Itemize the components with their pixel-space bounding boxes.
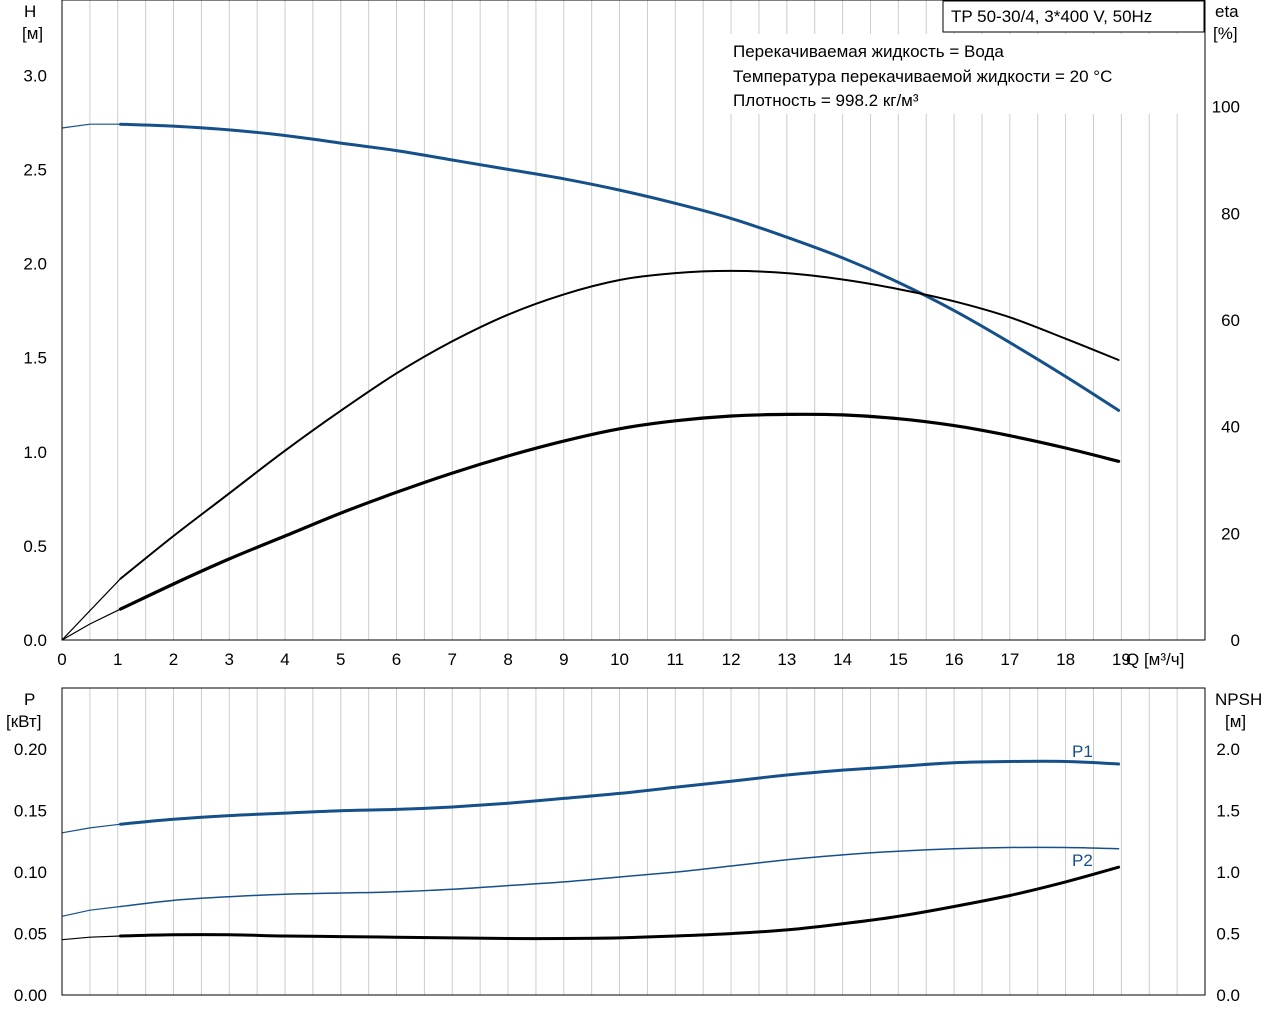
y-left-tick-label: 0.20 (14, 740, 47, 759)
info-line-temperature: Температура перекачиваемой жидкости = 20… (733, 67, 1112, 86)
bottom-right-axis-unit: [м] (1225, 712, 1246, 731)
y-right-tick-label: 20 (1221, 524, 1240, 543)
curve-p2 (119, 865, 1121, 941)
y-left-tick-label: 0.15 (14, 802, 47, 821)
top-right-axis-unit: [%] (1213, 24, 1238, 43)
y-left-tick-label: 3.0 (23, 66, 47, 85)
y-right-tick-label: 1.5 (1216, 802, 1240, 821)
x-axis-label: Q [м³/ч] (1126, 650, 1184, 669)
title-box-text: TP 50-30/4, 3*400 V, 50Hz (951, 7, 1152, 26)
y-right-tick-label: 0 (1231, 631, 1240, 650)
x-tick-label: 9 (559, 650, 568, 669)
title-box (942, 0, 1205, 33)
bottom-right-axis-symbol: NPSH (1215, 690, 1262, 709)
x-tick-label: 4 (280, 650, 289, 669)
y-right-tick-label: 80 (1221, 204, 1240, 223)
y-right-tick-label: 0.5 (1216, 925, 1240, 944)
curve-0-2 (118, 412, 1121, 611)
x-tick-label: 11 (666, 650, 684, 669)
top-right-axis-symbol: eta (1215, 2, 1239, 21)
x-tick-label: 18 (1056, 650, 1075, 669)
x-tick-label: 16 (945, 650, 964, 669)
x-tick-label: 17 (1000, 650, 1019, 669)
y-right-tick-label: 60 (1221, 311, 1240, 330)
curve-p1-extension (61, 823, 121, 834)
bottom-left-axis-symbol: P (24, 690, 35, 709)
curve-1-1 (119, 846, 1120, 908)
x-tick-label: 13 (777, 650, 796, 669)
bottom-plot-frame (61, 687, 1206, 996)
y-left-tick-label: 1.0 (23, 443, 47, 462)
curve-p1 (119, 759, 1121, 826)
grid-layer (89, 0, 1178, 995)
x-tick-label: 15 (889, 650, 908, 669)
x-tick-label: 19 (1112, 650, 1131, 669)
y-left-tick-label: 0.10 (14, 863, 47, 882)
y-right-tick-label: 40 (1221, 418, 1240, 437)
curve-0-2-extension (61, 608, 121, 641)
info-line-density: Плотность = 998.2 кг/м³ (733, 91, 919, 110)
curve-p2-extension (61, 935, 121, 941)
y-left-tick-label: 0.5 (23, 537, 47, 556)
x-tick-label: 3 (225, 650, 234, 669)
x-tick-label: 14 (833, 650, 852, 669)
x-tick-label: 7 (448, 650, 457, 669)
y-left-tick-label: 0.00 (14, 986, 47, 1005)
y-right-tick-label: 100 (1212, 98, 1240, 117)
x-tick-label: 6 (392, 650, 401, 669)
y-right-tick-label: 1.0 (1216, 863, 1240, 882)
curves-layer (61, 122, 1121, 941)
x-tick-label: 10 (610, 650, 629, 669)
top-left-axis-symbol: H (24, 2, 36, 21)
bottom-left-axis-unit: [кВт] (6, 712, 41, 731)
series-label-p2: P2 (1072, 851, 1093, 870)
series-label-p1: P1 (1072, 742, 1093, 761)
y-left-tick-label: 2.0 (23, 255, 47, 274)
y-left-tick-label: 0.0 (23, 631, 47, 650)
x-tick-label: 5 (336, 650, 345, 669)
x-tick-label: 2 (169, 650, 178, 669)
y-left-tick-label: 2.5 (23, 160, 47, 179)
curve-1-1-extension (61, 905, 121, 917)
x-tick-label: 8 (503, 650, 512, 669)
y-left-tick-label: 1.5 (23, 349, 47, 368)
x-tick-label: 0 (57, 650, 66, 669)
x-tick-label: 1 (113, 650, 122, 669)
y-right-tick-label: 2.0 (1216, 740, 1240, 759)
curve-0-1-extension (61, 578, 121, 641)
info-line-liquid: Перекачиваемая жидкость = Вода (733, 42, 1004, 61)
y-right-tick-label: 0.0 (1216, 986, 1240, 1005)
x-tick-label: 12 (722, 650, 741, 669)
top-left-axis-unit: [м] (22, 24, 43, 43)
curve-0-0 (119, 122, 1121, 412)
curve-0-1 (119, 269, 1120, 580)
ticks-layer: 0 1 2 3 4 5 6 7 8 9 10 11 12 13 14 15 16 17 18 190.00.51.01… (14, 66, 1240, 1005)
y-left-tick-label: 0.05 (14, 925, 47, 944)
info-box (728, 34, 1204, 114)
top-plot-frame (61, 0, 1206, 641)
curve-0-0-extension (61, 123, 121, 129)
